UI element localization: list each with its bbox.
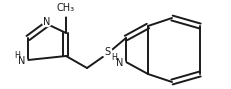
Text: S: S [103, 47, 109, 57]
Circle shape [115, 58, 125, 68]
Circle shape [58, 0, 74, 16]
Text: H: H [14, 52, 20, 61]
Text: N: N [116, 58, 123, 68]
Circle shape [102, 47, 112, 57]
Text: CH₃: CH₃ [57, 3, 75, 13]
Circle shape [17, 56, 27, 66]
Text: H: H [111, 53, 116, 62]
Text: N: N [18, 56, 26, 66]
Circle shape [42, 18, 51, 27]
Text: N: N [43, 17, 50, 27]
